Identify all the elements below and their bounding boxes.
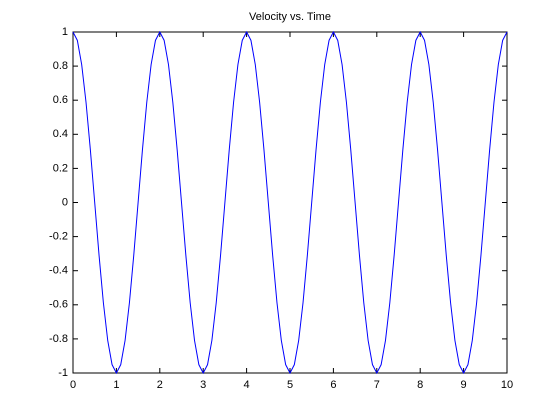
x-tick-label: 1 [113,379,119,391]
y-tick-label: 0 [62,196,68,208]
y-tick-label: 0.4 [53,128,68,140]
data-line [72,30,508,375]
y-tick-label: -0.6 [49,299,68,311]
x-tick-label: 7 [374,379,380,391]
y-tick-label: -0.4 [49,265,68,277]
x-tick-label: 5 [287,379,293,391]
y-tick-label: -1 [58,367,68,379]
chart-title: Velocity vs. Time [249,11,331,23]
x-tick-label: 2 [157,379,163,391]
x-tick-label: 9 [461,379,467,391]
x-tick-label: 10 [501,379,513,391]
y-tick-label: 1 [62,26,68,38]
x-tick-label: 6 [330,379,336,391]
x-tick-label: 8 [417,379,423,391]
x-tick-label: 4 [244,379,250,391]
y-tick-label: 0.8 [53,60,68,72]
y-tick-label: -0.8 [49,333,68,345]
y-tick-label: -0.2 [49,231,68,243]
x-tick-label: 3 [200,379,206,391]
x-tick-label: 0 [70,379,76,391]
y-tick-label: 0.2 [53,162,68,174]
y-tick-label: 0.6 [53,94,68,106]
